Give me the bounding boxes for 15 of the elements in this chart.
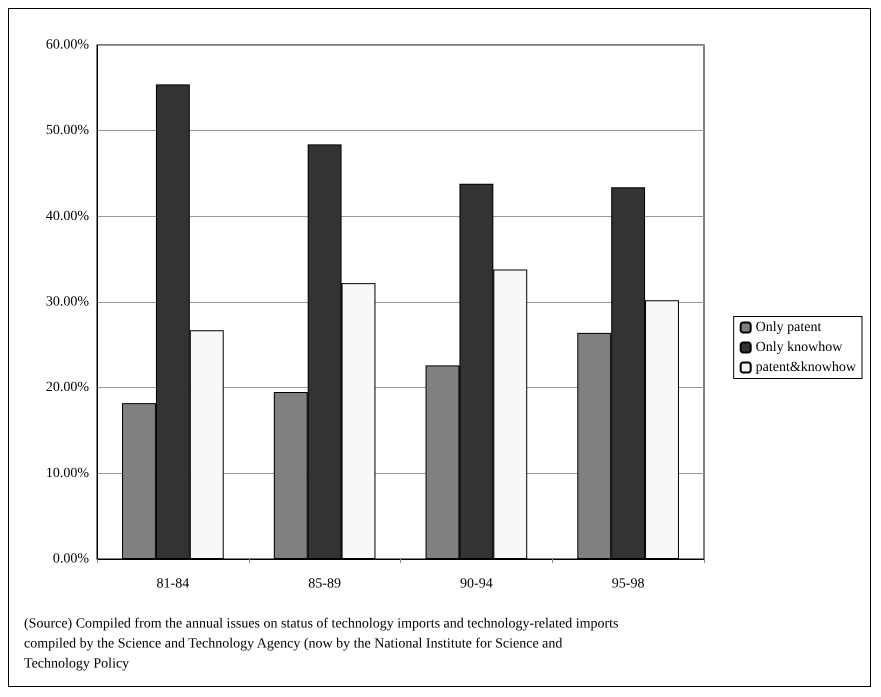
y-tick-label: 60.00% — [46, 38, 90, 52]
y-tick-label: 50.00% — [46, 123, 90, 138]
y-tick-label: 40.00% — [46, 208, 90, 224]
legend-label: Only patent — [756, 320, 822, 335]
y-tick-label: 20.00% — [46, 380, 90, 396]
y-tick-label: 30.00% — [46, 294, 90, 310]
x-tick-label: 85-89 — [308, 576, 341, 592]
text: (Source) Compiled from the annual issues on status of technology imports and technology-related imports compiled by the Science and Technology Agency (now by the National Institute for Science and Technology Policy — [24, 616, 622, 672]
legend-label: patent&knowhow — [756, 360, 857, 375]
y-tick-label: 10.00% — [46, 466, 90, 481]
y-tick-label: 0.00% — [52, 552, 90, 566]
x-tick-label: 90-94 — [460, 576, 493, 592]
x-tick-label: 81-84 — [156, 576, 190, 592]
x-tick-label: 95-98 — [612, 576, 644, 592]
legend-label: Only knowhow — [756, 340, 844, 355]
